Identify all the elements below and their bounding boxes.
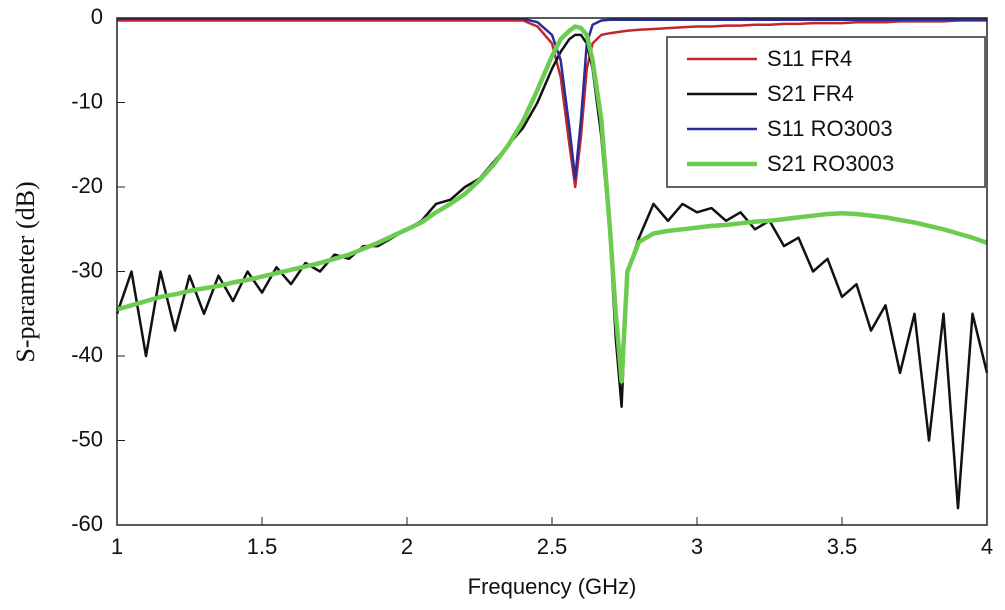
y-tick-label: -20 — [71, 173, 103, 198]
y-tick-label: 0 — [91, 4, 103, 29]
legend-label: S21 RO3003 — [767, 151, 894, 176]
y-tick-label: -40 — [71, 342, 103, 367]
x-axis-label: Frequency (GHz) — [468, 574, 637, 599]
series-line — [116, 24, 988, 384]
x-tick-label: 2 — [401, 534, 413, 559]
x-tick-label: 2.5 — [537, 534, 568, 559]
x-tick-label: 3 — [691, 534, 703, 559]
series-line — [117, 17, 987, 180]
x-tick-label: 1 — [111, 534, 123, 559]
x-tick-label: 3.5 — [827, 534, 858, 559]
plot-frame — [116, 17, 988, 526]
x-tick-label: 4 — [981, 534, 993, 559]
x-tick-label: 1.5 — [247, 534, 278, 559]
legend-label: S11 RO3003 — [767, 116, 893, 141]
y-tick-label: -10 — [71, 88, 103, 113]
y-tick-label: -30 — [71, 257, 103, 282]
legend-label: S21 FR4 — [767, 81, 854, 106]
y-tick-label: -60 — [71, 511, 103, 536]
y-axis-label: S-parameter (dB) — [11, 181, 40, 362]
y-tick-label: -50 — [71, 426, 103, 451]
series-line — [115, 33, 989, 510]
legend-label: S11 FR4 — [767, 46, 852, 71]
series-line — [117, 19, 987, 189]
